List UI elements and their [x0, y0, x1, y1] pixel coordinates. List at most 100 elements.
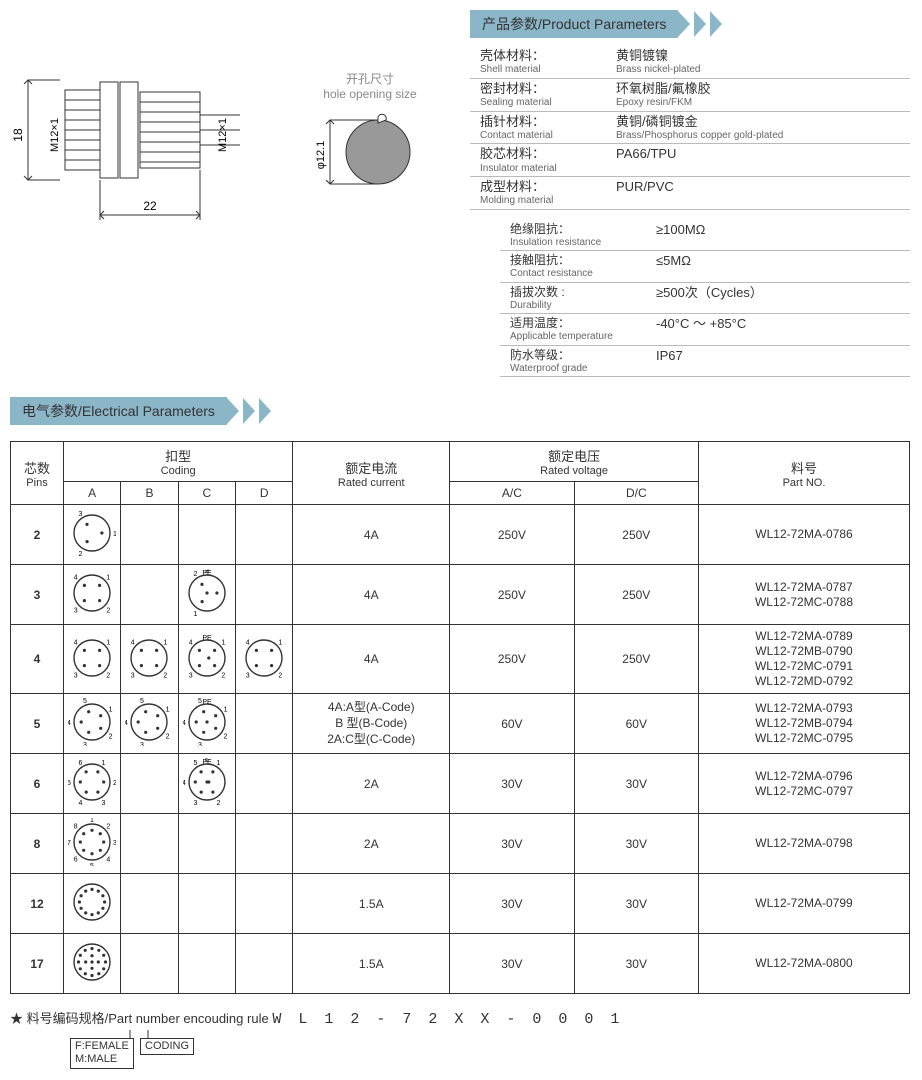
- pin-layout-icon: [68, 938, 116, 986]
- coding-col-B: B: [121, 482, 178, 505]
- table-row: 4123412341234PE12344A250V250VWL12-72MA-0…: [11, 625, 910, 694]
- svg-text:3: 3: [193, 800, 197, 806]
- pin-layout-icon: [68, 878, 116, 926]
- svg-text:PE: PE: [202, 699, 212, 706]
- svg-text:1: 1: [90, 818, 94, 824]
- svg-text:3: 3: [74, 608, 78, 615]
- svg-text:1: 1: [107, 575, 111, 582]
- pin-layout-icon: 1 2 3 4 5 6 7 8: [68, 818, 116, 866]
- svg-text:4: 4: [74, 639, 78, 646]
- coding-col-C: C: [178, 482, 235, 505]
- technical-drawing: 18 M12×1: [10, 10, 270, 230]
- svg-text:6: 6: [79, 760, 83, 767]
- svg-text:2: 2: [166, 734, 170, 741]
- svg-text:2: 2: [107, 608, 111, 615]
- product-params-header: 产品参数/Product Parameters: [470, 10, 678, 38]
- voltage-col-AC: A/C: [450, 482, 574, 505]
- table-row: 121.5A30V30VWL12-72MA-0799: [11, 874, 910, 934]
- svg-text:3: 3: [79, 511, 83, 518]
- table-row: 5123451234512345PE4A:A型(A-Code)B 型(B-Cod…: [11, 694, 910, 754]
- svg-text:4: 4: [131, 639, 135, 646]
- svg-text:3: 3: [198, 742, 202, 746]
- thread-left: M12×1: [49, 118, 61, 152]
- table-row: 21234A250V250VWL12-72MA-0786: [11, 505, 910, 565]
- svg-text:1: 1: [113, 531, 116, 538]
- svg-text:2: 2: [193, 571, 197, 578]
- svg-text:PE: PE: [202, 570, 212, 577]
- chevron-icon: [678, 10, 738, 38]
- hole-title-en: hole opening size: [300, 87, 440, 101]
- svg-text:2: 2: [107, 672, 111, 679]
- electrical-params-table: 芯数Pins 扣型Coding 额定电流Rated current 额定电压Ra…: [10, 441, 910, 994]
- coding-col-D: D: [235, 482, 292, 505]
- pin-layout-icon: 1234: [68, 569, 116, 617]
- table-row: 171.5A30V30VWL12-72MA-0800: [11, 934, 910, 994]
- svg-text:4: 4: [79, 800, 83, 806]
- hole-opening-drawing: 开孔尺寸 hole opening size φ12.1: [300, 10, 440, 200]
- param-row: 成型材料：Molding materialPUR/PVC: [470, 177, 910, 210]
- pin-layout-icon: 123456PE: [183, 758, 231, 806]
- svg-text:3: 3: [246, 672, 250, 679]
- param-row: 胶芯材料：Insulator materialPA66/TPU: [470, 144, 910, 177]
- pin-layout-icon: 1 2 3 4: [125, 634, 173, 682]
- svg-text:5: 5: [140, 698, 144, 705]
- svg-text:2: 2: [79, 551, 83, 557]
- svg-text:PE: PE: [202, 635, 212, 642]
- svg-text:2: 2: [107, 824, 111, 831]
- svg-text:2: 2: [223, 734, 227, 741]
- svg-text:1: 1: [221, 639, 225, 646]
- svg-text:1: 1: [223, 707, 227, 714]
- svg-text:3: 3: [74, 672, 78, 679]
- table-row: 8123456782A30V30VWL12-72MA-0798: [11, 814, 910, 874]
- svg-text:5: 5: [193, 760, 197, 767]
- svg-text:2: 2: [216, 800, 220, 806]
- svg-text:1: 1: [278, 639, 282, 646]
- part-number-rule: ★ 料号编码规格/Part number encouding rule W L …: [10, 1008, 910, 1070]
- pin-layout-icon: 1234PE: [183, 634, 231, 682]
- svg-text:3: 3: [189, 672, 193, 679]
- svg-text:4: 4: [183, 780, 186, 787]
- pin-layout-icon: 12345: [68, 698, 116, 746]
- table-row: 31234123PE4A250V250VWL12-72MA-0787WL12-7…: [11, 565, 910, 625]
- svg-text:5: 5: [68, 780, 71, 787]
- pin-layout-icon: 123PE: [183, 569, 231, 617]
- svg-text:2: 2: [278, 672, 282, 679]
- pin-layout-icon: 12345PE: [183, 698, 231, 746]
- hole-dia: φ12.1: [315, 141, 327, 170]
- pin-layout-icon: 1234: [68, 634, 116, 682]
- svg-text:4: 4: [68, 720, 71, 727]
- svg-text:8: 8: [74, 824, 78, 831]
- param-row: 插拔次数 :Durability≥500次（Cycles）: [500, 283, 910, 315]
- dim-height: 18: [11, 128, 25, 142]
- svg-text:6: 6: [74, 857, 78, 864]
- param-row: 壳体材料：Shell material黄铜镀镍Brass nickel-plat…: [470, 46, 910, 79]
- hole-title-zh: 开孔尺寸: [300, 70, 440, 87]
- param-row: 插针材料：Contact material黄铜/磷铜镀金Brass/Phosph…: [470, 112, 910, 145]
- product-params-secondary: 绝缘阻抗：Insulation resistance≥100MΩ接触阻抗：Con…: [500, 220, 910, 378]
- svg-text:7: 7: [68, 840, 71, 847]
- pin-layout-icon: 12345: [125, 698, 173, 746]
- svg-text:PE: PE: [202, 759, 212, 766]
- pin-layout-icon: 1 2 3: [68, 509, 116, 557]
- svg-text:5: 5: [90, 863, 94, 866]
- param-row: 密封材料：Sealing material环氧树脂/氟橡胶Epoxy resin…: [470, 79, 910, 112]
- svg-text:1: 1: [109, 707, 113, 714]
- svg-text:1: 1: [164, 639, 168, 646]
- param-row: 接触阻抗：Contact resistance≤5MΩ: [500, 251, 910, 283]
- svg-text:4: 4: [107, 857, 111, 864]
- svg-text:4: 4: [125, 720, 128, 727]
- svg-text:1: 1: [166, 707, 170, 714]
- param-row: 防水等级：Waterproof gradeIP67: [500, 346, 910, 378]
- thread-right: M12×1: [217, 118, 229, 152]
- svg-text:4: 4: [183, 720, 186, 727]
- voltage-col-DC: D/C: [574, 482, 698, 505]
- svg-text:1: 1: [216, 760, 220, 767]
- chevron-icon: [227, 397, 287, 425]
- pin-layout-icon: 1234: [240, 634, 288, 682]
- svg-text:2: 2: [109, 734, 113, 741]
- svg-text:2: 2: [164, 672, 168, 679]
- dim-width: 22: [143, 199, 157, 213]
- svg-text:3: 3: [131, 672, 135, 679]
- table-row: 6123456123456PE2A30V30VWL12-72MA-0796WL1…: [11, 754, 910, 814]
- svg-text:3: 3: [113, 840, 116, 847]
